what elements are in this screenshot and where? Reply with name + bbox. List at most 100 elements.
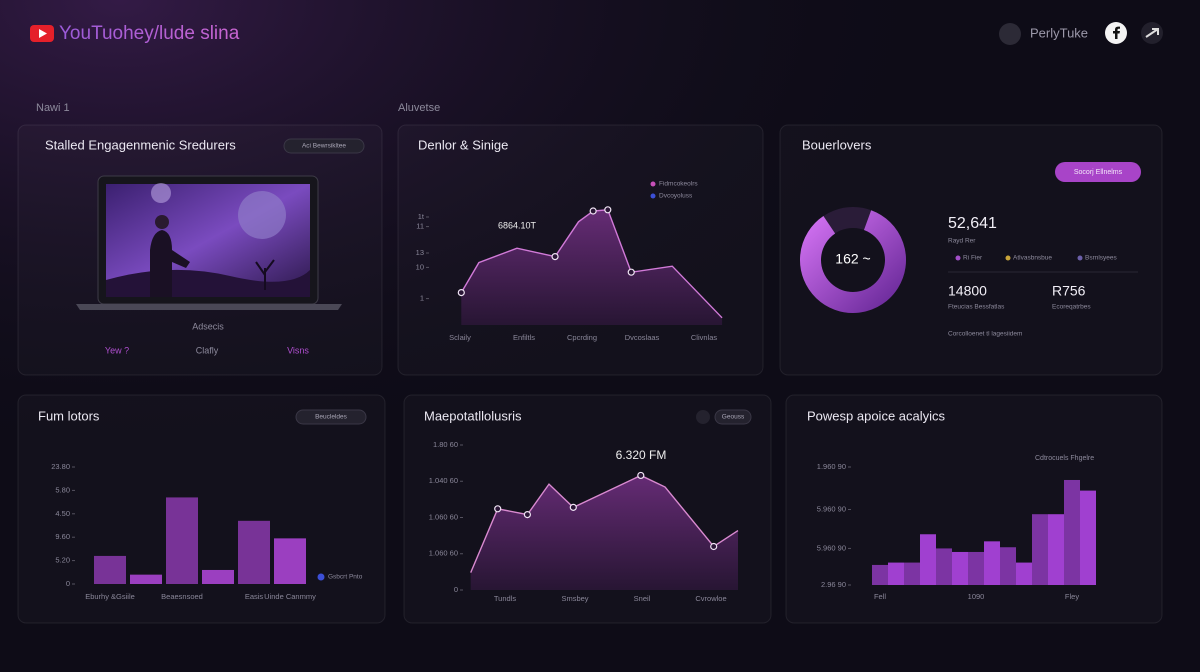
legend-dot bbox=[955, 255, 961, 261]
planet bbox=[151, 183, 171, 203]
legend-label: Cdtrocuels Fhgelre bbox=[1035, 455, 1094, 462]
panel-title: Bouerlovers bbox=[802, 137, 872, 152]
tab[interactable]: Clafly bbox=[196, 345, 219, 355]
kpi-label: Fteucias Bessfatlas bbox=[948, 304, 1005, 311]
bar bbox=[1016, 562, 1032, 585]
area bbox=[470, 475, 738, 590]
pill-label[interactable]: Aci Bewrsikltee bbox=[302, 143, 346, 150]
laptop-base bbox=[76, 304, 342, 310]
x-label: Enfiltls bbox=[513, 333, 535, 342]
bar bbox=[952, 551, 968, 585]
panel bbox=[17, 394, 386, 624]
x-label: Sneil bbox=[634, 594, 651, 603]
bar bbox=[920, 534, 936, 585]
y-tick-label: 0 bbox=[66, 579, 70, 588]
y-tick-label: 1.80 60 bbox=[433, 440, 458, 449]
presenter bbox=[150, 230, 190, 297]
x-label: Smsbey bbox=[561, 594, 588, 603]
share-glyph bbox=[1145, 28, 1159, 38]
x-label: Sclaily bbox=[449, 333, 471, 342]
x-label: Tundls bbox=[494, 594, 516, 603]
point bbox=[551, 253, 559, 261]
x-label: Cvrowloe bbox=[695, 594, 726, 603]
y-tick-label: 4.50 bbox=[55, 509, 70, 518]
point bbox=[569, 503, 577, 511]
y-tick-label: 23.80 bbox=[51, 462, 70, 471]
stat-label: Rayd Rer bbox=[948, 238, 976, 245]
pill[interactable] bbox=[283, 138, 365, 154]
brand: YouTuohey/lude slina bbox=[59, 23, 240, 44]
tab[interactable]: Visns bbox=[287, 345, 309, 355]
x-label: 1090 bbox=[968, 592, 985, 601]
y-tick-label: 5.80 bbox=[55, 485, 70, 494]
tree bbox=[255, 259, 275, 290]
logo-play bbox=[39, 29, 47, 38]
icon-button[interactable] bbox=[696, 410, 710, 424]
bar bbox=[984, 541, 1000, 585]
presenter-head bbox=[155, 215, 169, 229]
point bbox=[710, 542, 718, 551]
kpi-label: Ecoreqatrbes bbox=[1052, 304, 1091, 311]
kpi-value: 14800 bbox=[948, 283, 987, 299]
y-tick-label: 1.040 60 bbox=[429, 476, 458, 485]
pill[interactable] bbox=[714, 409, 752, 425]
bar bbox=[1000, 547, 1016, 585]
legend-dot bbox=[650, 193, 656, 199]
legend-label: Fidmcokeolrs bbox=[659, 181, 698, 188]
x-label: Fell bbox=[874, 592, 886, 601]
point bbox=[627, 268, 635, 276]
video-caption: Adsecis bbox=[192, 321, 224, 331]
pill-label[interactable]: Geouss bbox=[722, 414, 745, 421]
legend-dot bbox=[1077, 255, 1083, 261]
account-avatar[interactable] bbox=[999, 23, 1021, 45]
x-label: Clivnlas bbox=[691, 333, 718, 342]
bar bbox=[130, 574, 162, 584]
y-tick-label: 9.60 bbox=[55, 532, 70, 541]
point bbox=[589, 207, 597, 215]
kpi-value: R756 bbox=[1052, 283, 1086, 299]
tab[interactable]: Yew ? bbox=[105, 345, 129, 355]
button-label[interactable]: Socorj Ellnelms bbox=[1074, 169, 1123, 176]
section-label: Nawi 1 bbox=[36, 102, 70, 114]
panel bbox=[403, 394, 772, 624]
line bbox=[460, 209, 723, 319]
x-label: Cpcrding bbox=[567, 333, 597, 342]
y-tick-label: 1.060 60 bbox=[429, 512, 458, 521]
y-tick-label: 1.060 60 bbox=[429, 549, 458, 558]
legend-label: Atlvasbnsbue bbox=[1013, 255, 1052, 262]
legend-dot bbox=[317, 573, 325, 581]
x-label: Fley bbox=[1065, 592, 1079, 601]
bar bbox=[202, 569, 234, 584]
x-label: Uinde Canmmy bbox=[264, 592, 316, 601]
social-glyph bbox=[1113, 26, 1120, 39]
y-tick-label: 1 bbox=[420, 294, 424, 303]
panel bbox=[397, 124, 764, 376]
y-tick-label: 11 bbox=[416, 222, 424, 231]
annotation: 6864.10T bbox=[498, 220, 537, 230]
bar bbox=[166, 497, 198, 584]
bar bbox=[872, 564, 888, 585]
button[interactable] bbox=[1055, 162, 1141, 182]
pill-label[interactable]: Beucleldes bbox=[315, 414, 348, 421]
panel-title: Stalled Engagenmenic Sredurers bbox=[45, 137, 236, 152]
donut-arc bbox=[800, 210, 906, 313]
x-label: Dvcoslaas bbox=[625, 333, 660, 342]
point bbox=[457, 289, 465, 297]
panel bbox=[779, 124, 1163, 376]
account-name[interactable]: PerlyTuke bbox=[1030, 25, 1088, 40]
bar bbox=[1064, 479, 1080, 585]
point bbox=[523, 510, 532, 519]
pill[interactable] bbox=[295, 409, 367, 425]
bar bbox=[1032, 514, 1048, 585]
section-label: Aluvetse bbox=[398, 102, 440, 114]
area bbox=[461, 209, 723, 325]
annotation: 6.320 FM bbox=[616, 448, 667, 462]
bar bbox=[904, 562, 920, 585]
y-tick-label: 1t bbox=[418, 212, 425, 221]
bar bbox=[94, 555, 126, 584]
y-tick-label: 13 bbox=[416, 248, 424, 257]
panel-title: Fum lotors bbox=[38, 408, 100, 423]
y-tick-label: 5.960 90 bbox=[817, 504, 846, 513]
panel-title: Maepotatllolusris bbox=[424, 408, 522, 423]
